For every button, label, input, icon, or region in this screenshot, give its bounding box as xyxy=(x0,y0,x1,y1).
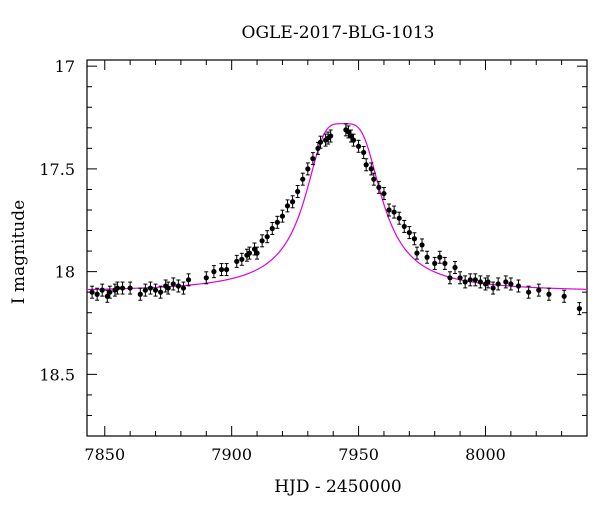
data-point xyxy=(411,236,418,242)
data-point xyxy=(295,188,301,195)
data-point xyxy=(368,166,374,172)
data-point xyxy=(127,285,133,291)
chart-title: OGLE-2017-BLG-1013 xyxy=(242,23,435,43)
data-point xyxy=(284,203,291,209)
data-point xyxy=(99,287,105,293)
data-point xyxy=(89,289,95,295)
data-point xyxy=(490,285,496,291)
data-point xyxy=(363,162,369,168)
data-point xyxy=(317,139,324,145)
data-point xyxy=(104,293,110,299)
y-axis-label: I magnitude xyxy=(9,200,29,304)
data-point xyxy=(442,260,448,267)
data-point xyxy=(300,176,306,182)
data-point xyxy=(137,291,143,297)
data-point xyxy=(467,277,473,283)
data-point xyxy=(147,285,154,291)
data-point xyxy=(452,264,458,271)
data-point xyxy=(536,287,542,293)
data-point xyxy=(515,283,522,289)
data-point xyxy=(386,207,392,213)
data-point xyxy=(391,209,397,215)
y-tick-label: 17.5 xyxy=(39,160,75,179)
model-curve xyxy=(86,123,588,291)
data-point xyxy=(246,250,253,256)
data-point xyxy=(495,281,501,287)
data-point xyxy=(180,285,187,291)
data-point xyxy=(437,254,443,260)
data-point xyxy=(457,275,463,281)
data-point xyxy=(361,149,367,156)
data-point xyxy=(546,291,552,297)
x-tick-label: 7950 xyxy=(338,445,379,464)
data-point xyxy=(170,281,176,287)
data-point xyxy=(348,133,354,139)
x-tick-label: 8000 xyxy=(465,445,506,464)
data-point xyxy=(355,143,362,149)
data-point xyxy=(315,145,321,151)
data-point xyxy=(142,287,148,293)
data-point xyxy=(251,246,258,252)
data-point xyxy=(503,279,509,285)
data-point xyxy=(381,190,387,197)
data-point xyxy=(289,199,296,205)
x-axis-label: HJD - 2450000 xyxy=(274,477,402,497)
data-point xyxy=(419,242,425,248)
plot-area: 7850 7900 7950 8000 17 17.5 18 18.5 xyxy=(39,57,588,464)
data-point xyxy=(239,256,245,262)
data-point xyxy=(350,137,357,143)
data-point xyxy=(462,279,468,285)
data-point xyxy=(401,223,407,230)
data-point xyxy=(396,215,402,221)
data-point xyxy=(485,279,491,285)
data-point xyxy=(576,306,582,312)
data-point xyxy=(223,266,230,273)
data-point xyxy=(254,250,260,256)
data-point xyxy=(561,293,567,299)
plot-frame xyxy=(86,59,588,437)
data-point xyxy=(472,277,478,283)
data-point xyxy=(328,133,334,139)
data-point xyxy=(269,225,275,232)
data-point xyxy=(218,266,225,273)
data-point xyxy=(424,254,430,260)
data-point xyxy=(175,283,181,289)
data-point xyxy=(371,176,377,182)
data-point xyxy=(477,279,484,285)
data-point xyxy=(414,250,420,256)
data-point xyxy=(203,275,209,281)
data-point xyxy=(274,219,280,225)
data-point xyxy=(259,238,265,244)
y-tick-label: 18.5 xyxy=(39,365,75,384)
data-point xyxy=(211,269,217,275)
data-point xyxy=(234,258,240,264)
y-tick-label: 17 xyxy=(55,57,75,76)
data-point xyxy=(119,285,126,291)
x-tick-label: 7900 xyxy=(211,445,252,464)
data-point xyxy=(305,166,311,172)
data-point xyxy=(279,213,286,219)
data-point xyxy=(94,291,100,297)
x-tick-label: 7850 xyxy=(84,445,125,464)
data-point xyxy=(376,184,382,190)
data-point xyxy=(158,289,164,295)
y-tick-label: 18 xyxy=(55,263,75,282)
data-point xyxy=(107,289,113,295)
data-point xyxy=(165,285,171,291)
data-point xyxy=(508,281,514,287)
data-point xyxy=(447,275,453,281)
data-point xyxy=(152,287,159,293)
data-point xyxy=(432,260,438,267)
data-point xyxy=(345,129,352,135)
data-point xyxy=(406,229,412,236)
data-point xyxy=(526,289,532,295)
data-point xyxy=(185,277,192,283)
data-point xyxy=(264,234,270,240)
data-point xyxy=(310,156,316,162)
data-point xyxy=(114,285,121,291)
